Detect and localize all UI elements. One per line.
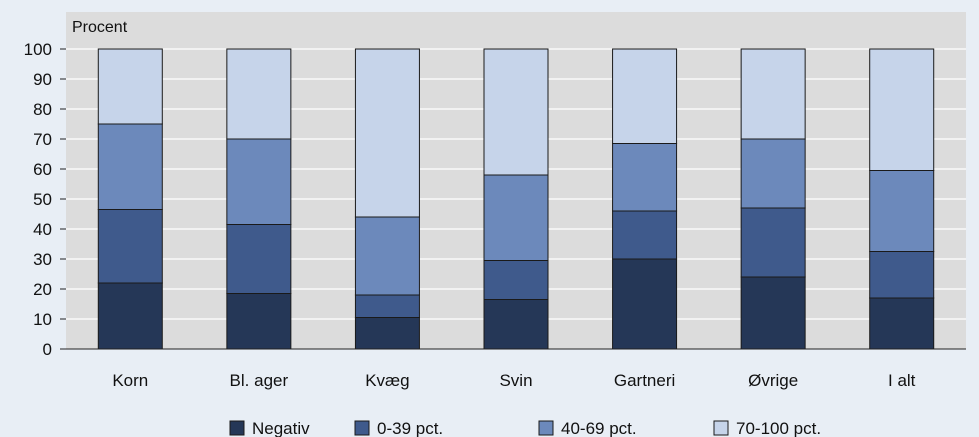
bar-segment: [483, 260, 549, 300]
y-axis-ticks: 0 10 20 30 40 50 60 70 80 90 100: [24, 40, 66, 359]
y-tick-label: 80: [33, 100, 52, 119]
y-tick-label: 0: [43, 340, 52, 359]
y-tick-label: 100: [24, 40, 52, 59]
y-tick-label: 20: [33, 280, 52, 299]
legend-swatch: [538, 420, 554, 436]
y-tick-label: 60: [33, 160, 52, 179]
bar-segment: [97, 48, 163, 125]
bar-segment: [226, 48, 292, 140]
bar-segment: [97, 123, 163, 210]
legend-label: Negativ: [252, 419, 310, 437]
bar-segment: [612, 48, 678, 144]
y-tick-label: 10: [33, 310, 52, 329]
bar-segment: [869, 170, 935, 252]
bar-segment: [97, 209, 163, 284]
bar-segment: [354, 48, 420, 218]
bar-segment: [226, 293, 292, 350]
legend: Negativ 0-39 pct. 40-69 pct. 70-100 pct.: [229, 419, 821, 437]
bar-segment: [354, 317, 420, 350]
y-tick-label: 50: [33, 190, 52, 209]
legend-label: 70-100 pct.: [736, 419, 821, 437]
y-tick-label: 70: [33, 130, 52, 149]
bar-segment: [869, 297, 935, 350]
bar-segment: [483, 174, 549, 261]
legend-label: 0-39 pct.: [377, 419, 443, 437]
x-category-label: Bl. ager: [230, 371, 289, 390]
bars: [97, 48, 935, 350]
x-category-label: Svin: [499, 371, 532, 390]
bar-segment: [354, 294, 420, 318]
y-tick-label: 40: [33, 220, 52, 239]
legend-swatch: [229, 420, 245, 436]
bar-segment: [483, 299, 549, 350]
bar-segment: [97, 282, 163, 350]
x-axis-categories: Korn Bl. ager Kvæg Svin Gartneri Øvrige I alt: [112, 371, 915, 390]
bar-segment: [612, 210, 678, 260]
bar-segment: [226, 138, 292, 225]
bar-segment: [740, 207, 806, 278]
y-axis-unit-label: Procent: [72, 19, 128, 36]
bar-segment: [483, 48, 549, 176]
bar-segment: [226, 224, 292, 294]
bar-segment: [612, 143, 678, 212]
y-tick-label: 30: [33, 250, 52, 269]
x-category-label: Korn: [112, 371, 148, 390]
y-tick-label: 90: [33, 70, 52, 89]
x-category-label: I alt: [888, 371, 916, 390]
legend-swatch: [354, 420, 370, 436]
legend-swatch: [713, 420, 729, 436]
x-category-label: Kvæg: [365, 371, 409, 390]
x-category-label: Gartneri: [614, 371, 675, 390]
x-category-label: Øvrige: [748, 371, 798, 390]
bar-segment: [354, 216, 420, 296]
legend-label: 40-69 pct.: [561, 419, 637, 437]
bar-segment: [740, 276, 806, 350]
bar-segment: [740, 48, 806, 140]
bar-segment: [869, 251, 935, 299]
bar-segment: [612, 258, 678, 350]
bar-segment: [869, 48, 935, 171]
bar-segment: [740, 138, 806, 209]
